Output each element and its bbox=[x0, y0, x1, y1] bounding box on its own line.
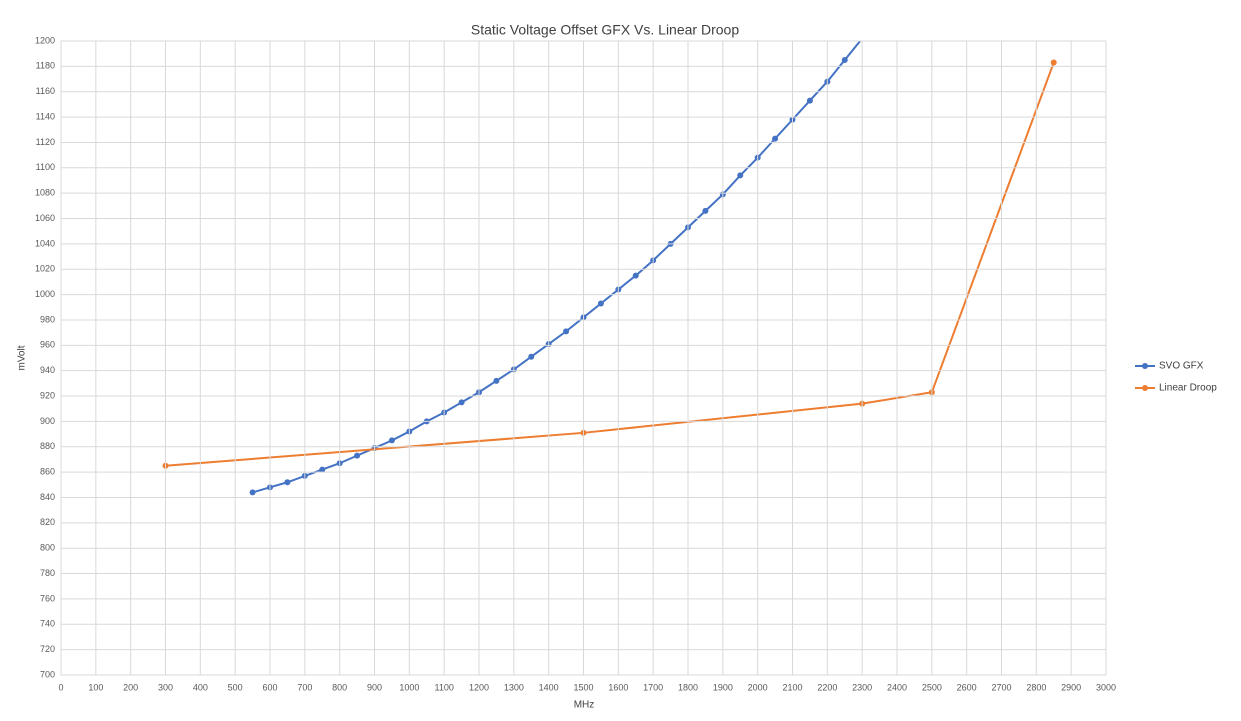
x-tick-label: 400 bbox=[193, 682, 208, 692]
y-tick-label: 820 bbox=[40, 517, 55, 527]
x-tick-label: 2300 bbox=[852, 682, 872, 692]
y-tick-label: 1200 bbox=[35, 35, 55, 45]
x-tick-label: 600 bbox=[262, 682, 277, 692]
point bbox=[772, 135, 779, 142]
y-tick-label: 940 bbox=[40, 365, 55, 375]
point bbox=[249, 489, 256, 496]
x-tick-label: 2600 bbox=[957, 682, 977, 692]
point bbox=[597, 300, 604, 307]
legend-marker bbox=[1142, 385, 1148, 391]
x-tick-label: 0 bbox=[58, 682, 63, 692]
x-tick-label: 800 bbox=[332, 682, 347, 692]
y-tick-label: 1160 bbox=[36, 86, 55, 96]
y-tick-label: 1100 bbox=[36, 162, 55, 172]
point bbox=[1050, 59, 1057, 66]
point bbox=[563, 328, 570, 335]
y-tick-label: 780 bbox=[40, 568, 55, 578]
point bbox=[737, 172, 744, 179]
x-tick-label: 2700 bbox=[991, 682, 1011, 692]
series-line bbox=[165, 62, 1055, 467]
y-tick-label: 1180 bbox=[36, 61, 55, 71]
y-tick-label: 760 bbox=[40, 593, 55, 603]
chart-title: Static Voltage Offset GFX Vs. Linear Dro… bbox=[471, 22, 739, 38]
y-tick-label: 1000 bbox=[35, 289, 55, 299]
y-axis-title: mVolt bbox=[17, 345, 28, 370]
y-tick-label: 720 bbox=[40, 644, 55, 654]
y-tick-label: 740 bbox=[40, 619, 55, 629]
y-tick-label: 1120 bbox=[36, 137, 55, 147]
x-axis-title: MHz bbox=[574, 700, 595, 711]
x-tick-label: 1800 bbox=[678, 682, 698, 692]
x-tick-label: 3000 bbox=[1096, 682, 1116, 692]
y-tick-label: 1080 bbox=[35, 188, 55, 198]
y-tick-label: 900 bbox=[40, 416, 55, 426]
y-tick-label: 860 bbox=[40, 466, 55, 476]
point bbox=[528, 353, 535, 360]
y-tick-label: 960 bbox=[40, 340, 55, 350]
point bbox=[841, 57, 848, 64]
y-tick-label: 800 bbox=[40, 543, 55, 553]
legend-label: SVO GFX bbox=[1159, 361, 1204, 372]
x-tick-label: 2800 bbox=[1026, 682, 1046, 692]
x-tick-label: 300 bbox=[158, 682, 173, 692]
x-tick-label: 100 bbox=[88, 682, 103, 692]
y-tick-label: 920 bbox=[40, 390, 55, 400]
legend-marker bbox=[1142, 363, 1148, 369]
legend-label: Linear Droop bbox=[1159, 383, 1217, 394]
x-tick-label: 2400 bbox=[887, 682, 907, 692]
point bbox=[702, 207, 709, 214]
point bbox=[388, 437, 395, 444]
x-tick-label: 2200 bbox=[817, 682, 837, 692]
x-tick-label: 2000 bbox=[748, 682, 768, 692]
y-tick-label: 1140 bbox=[36, 111, 55, 121]
y-tick-label: 1040 bbox=[35, 238, 55, 248]
x-tick-label: 900 bbox=[367, 682, 382, 692]
point bbox=[284, 479, 291, 486]
x-tick-label: 1000 bbox=[399, 682, 419, 692]
y-tick-label: 1020 bbox=[35, 264, 55, 274]
x-tick-label: 1900 bbox=[713, 682, 733, 692]
x-tick-label: 1500 bbox=[573, 682, 593, 692]
point bbox=[319, 466, 326, 473]
series-line bbox=[252, 41, 862, 494]
x-tick-label: 200 bbox=[123, 682, 138, 692]
x-tick-label: 700 bbox=[297, 682, 312, 692]
plot-area bbox=[162, 41, 1057, 496]
point bbox=[354, 452, 361, 459]
y-tick-label: 880 bbox=[40, 441, 55, 451]
point bbox=[458, 399, 465, 406]
x-tick-label: 1300 bbox=[504, 682, 524, 692]
x-tick-label: 2500 bbox=[922, 682, 942, 692]
x-tick-label: 1400 bbox=[539, 682, 559, 692]
x-tick-label: 1700 bbox=[643, 682, 663, 692]
point bbox=[493, 377, 500, 384]
y-tick-label: 700 bbox=[40, 669, 55, 679]
x-tick-label: 500 bbox=[228, 682, 243, 692]
y-tick-label: 1060 bbox=[35, 213, 55, 223]
point bbox=[632, 272, 639, 279]
y-tick-label: 840 bbox=[40, 492, 55, 502]
y-tick-label: 980 bbox=[40, 314, 55, 324]
x-tick-label: 1100 bbox=[434, 682, 453, 692]
x-tick-label: 1200 bbox=[469, 682, 489, 692]
x-tick-label: 1600 bbox=[608, 682, 628, 692]
x-tick-label: 2100 bbox=[782, 682, 802, 692]
x-tick-label: 2900 bbox=[1061, 682, 1081, 692]
point bbox=[806, 97, 813, 104]
